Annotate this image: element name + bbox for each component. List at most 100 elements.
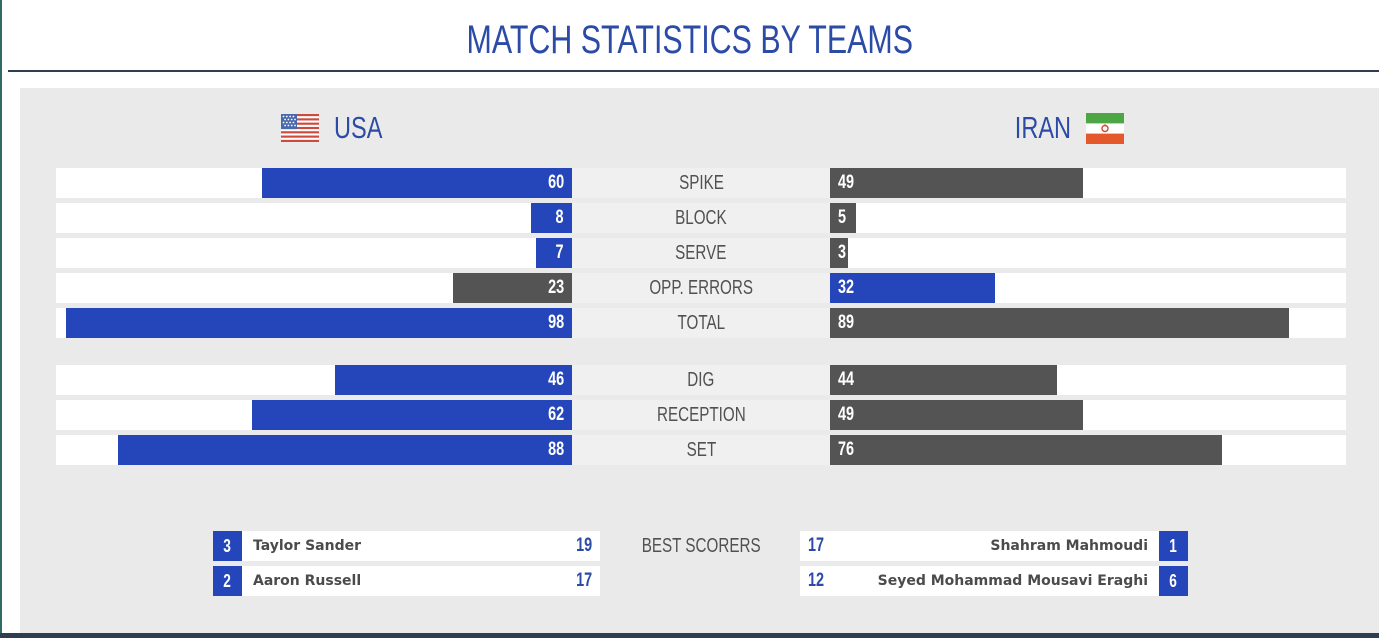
iran-bar-value: 44 — [838, 369, 855, 390]
stat-row-spike: 60 SPIKE 49 — [56, 168, 1346, 198]
iran-bar: 49 — [830, 400, 1083, 430]
stat-label-cell: SET — [572, 435, 830, 465]
iran-bar-track: 49 — [830, 400, 1346, 430]
left-edge-accent-line — [0, 0, 2, 638]
usa-bar-value: 60 — [547, 172, 564, 193]
usa-bar: 60 — [262, 168, 572, 198]
page-title: MATCH STATISTICS BY TEAMS — [0, 18, 1379, 63]
iran-bar-value: 49 — [838, 172, 855, 193]
scorer-points: 19 — [575, 535, 592, 556]
scorer-name: Aaron Russell — [253, 573, 362, 589]
usa-flag-icon — [281, 114, 319, 142]
iran-bar: 32 — [830, 273, 996, 303]
scorer-name: Shahram Mahmoudi — [990, 538, 1148, 554]
stat-label-cell: BLOCK — [572, 203, 830, 233]
usa-bar-track: 62 — [56, 400, 572, 430]
stat-label: SERVE — [675, 241, 727, 264]
iran-bar: 44 — [830, 365, 1058, 395]
stat-row-block: 8 BLOCK 5 — [56, 203, 1346, 233]
stat-label: OPP. ERRORS — [649, 276, 753, 299]
stat-label: SET — [686, 438, 716, 461]
iran-bar-track: 32 — [830, 273, 1346, 303]
iran-bar-value: 5 — [838, 207, 847, 228]
stat-row-reception: 62 RECEPTION 49 — [56, 400, 1346, 430]
team-name-usa: USA — [334, 110, 383, 145]
stats-group-defense: 46 DIG 44 62 RECEPTION 49 88 SET 76 — [56, 365, 1346, 470]
jersey-badge: 1 — [1159, 531, 1188, 561]
iran-bar: 76 — [830, 435, 1223, 465]
iran-bar: 89 — [830, 308, 1290, 338]
stats-group-attack: 60 SPIKE 49 8 BLOCK 5 7 SERVE 3 23 OPP. ERRORS 32 98… — [56, 168, 1346, 343]
scorer-name: Seyed Mohammad Mousavi Eraghi — [877, 573, 1148, 589]
stat-row-opp-errors: 23 OPP. ERRORS 32 — [56, 273, 1346, 303]
jersey-badge: 2 — [213, 566, 242, 596]
iran-bar-value: 49 — [838, 404, 855, 425]
stat-row-serve: 7 SERVE 3 — [56, 238, 1346, 268]
stat-label-cell: DIG — [572, 365, 830, 395]
iran-bar-value: 89 — [838, 312, 855, 333]
jersey-badge: 3 — [213, 531, 242, 561]
stat-label: BLOCK — [675, 206, 727, 229]
usa-bar-track: 88 — [56, 435, 572, 465]
iran-bar-track: 44 — [830, 365, 1346, 395]
team-name-iran: IRAN — [1014, 110, 1071, 145]
iran-bar-track: 3 — [830, 238, 1346, 268]
iran-bar-value: 3 — [838, 242, 847, 263]
stat-label-cell: RECEPTION — [572, 400, 830, 430]
usa-bar-track: 46 — [56, 365, 572, 395]
usa-bar: 62 — [252, 400, 572, 430]
usa-bar-value: 62 — [547, 404, 564, 425]
iran-flag-icon — [1086, 112, 1124, 144]
best-scorers-iran-list: 17 Shahram Mahmoudi 1 12 Seyed Mohammad Mous… — [800, 531, 1188, 596]
team-header-iran: IRAN — [997, 110, 1124, 146]
title-divider — [8, 70, 1379, 72]
scorer-row-taylor-sander: 3 Taylor Sander 19 — [213, 531, 600, 561]
scorer-points: 17 — [808, 535, 825, 556]
best-scorers-usa-list: 3 Taylor Sander 19 2 Aaron Russell 17 — [213, 531, 600, 596]
usa-bar-value: 46 — [547, 369, 564, 390]
stat-label: RECEPTION — [656, 403, 746, 426]
scorer-row-seyed-mohammad-mousavi-eraghi: 12 Seyed Mohammad Mousavi Eraghi 6 — [800, 566, 1188, 596]
stat-label: TOTAL — [677, 311, 725, 334]
scorer-row-aaron-russell: 2 Aaron Russell 17 — [213, 566, 600, 596]
jersey-badge: 6 — [1159, 566, 1188, 596]
usa-bar-track: 60 — [56, 168, 572, 198]
usa-bar: 46 — [334, 365, 572, 395]
usa-bar-value: 8 — [555, 207, 564, 228]
statistics-panel: USA IRAN 60 SPIKE 49 8 BLOCK 5 7 SERVE 3 23 OPP. E… — [20, 88, 1379, 633]
usa-bar-track: 98 — [56, 308, 572, 338]
scorer-points: 12 — [808, 570, 825, 591]
usa-bar: 8 — [530, 203, 572, 233]
stat-label-cell: OPP. ERRORS — [572, 273, 830, 303]
stat-label: SPIKE — [678, 171, 724, 194]
usa-bar: 98 — [66, 308, 572, 338]
usa-bar: 23 — [453, 273, 572, 303]
page-title-text: MATCH STATISTICS BY TEAMS — [466, 18, 913, 62]
best-scorers-label-cell: BEST SCORERS — [572, 531, 830, 561]
iran-bar-track: 89 — [830, 308, 1346, 338]
scorer-points: 17 — [575, 570, 592, 591]
stat-row-set: 88 SET 76 — [56, 435, 1346, 465]
iran-bar: 3 — [830, 238, 848, 268]
usa-bar-value: 88 — [547, 439, 564, 460]
team-header-usa: USA — [281, 110, 398, 146]
stat-label-cell: SPIKE — [572, 168, 830, 198]
usa-bar: 88 — [117, 435, 572, 465]
iran-bar-value: 32 — [838, 277, 855, 298]
bottom-accent-bar — [0, 633, 1379, 638]
usa-bar-value: 23 — [547, 277, 564, 298]
iran-bar-track: 5 — [830, 203, 1346, 233]
scorer-name: Taylor Sander — [253, 538, 362, 554]
usa-bar-track: 7 — [56, 238, 572, 268]
usa-bar-value: 7 — [555, 242, 564, 263]
stat-row-total: 98 TOTAL 89 — [56, 308, 1346, 338]
stat-label-cell: SERVE — [572, 238, 830, 268]
iran-bar-track: 76 — [830, 435, 1346, 465]
usa-bar-value: 98 — [547, 312, 564, 333]
iran-bar-value: 76 — [838, 439, 855, 460]
usa-bar: 7 — [535, 238, 572, 268]
stat-label-cell: TOTAL — [572, 308, 830, 338]
scorer-row-shahram-mahmoudi: 17 Shahram Mahmoudi 1 — [800, 531, 1188, 561]
iran-bar: 5 — [830, 203, 856, 233]
